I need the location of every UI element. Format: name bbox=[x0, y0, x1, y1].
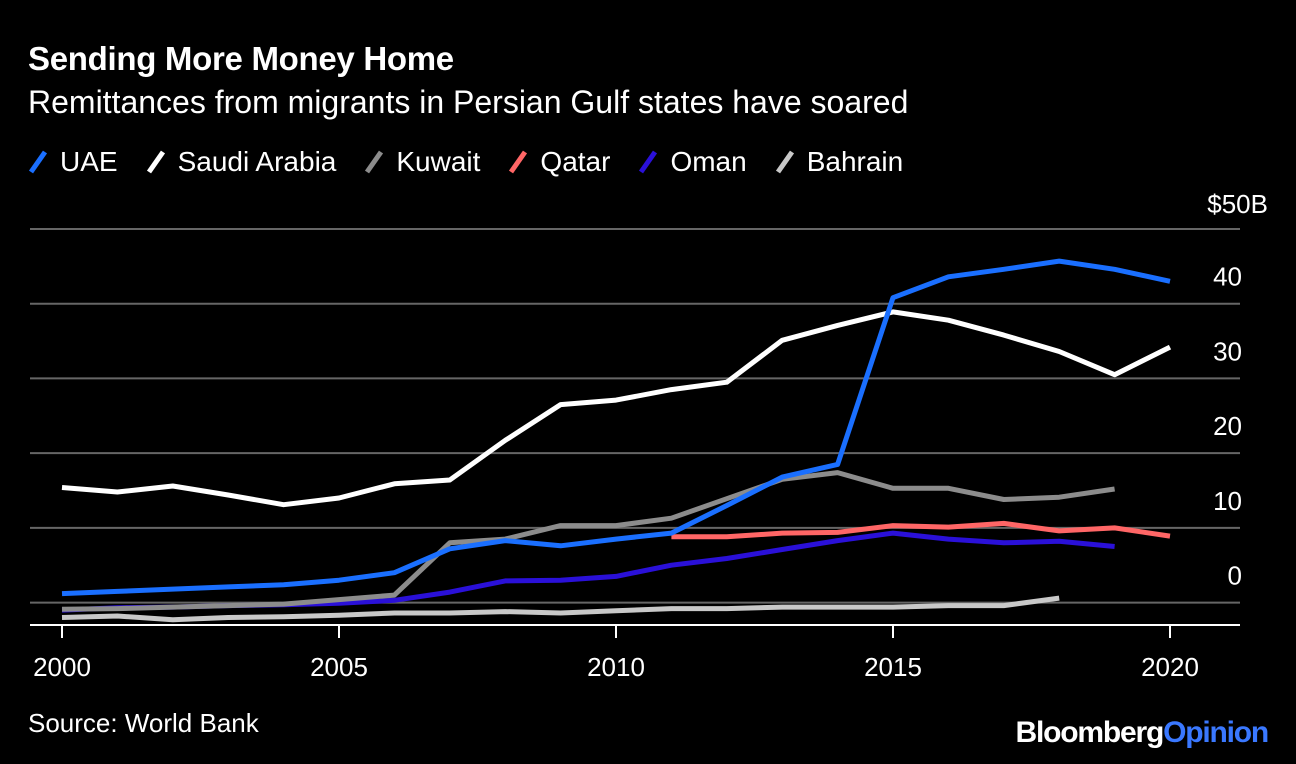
series-line-bahrain bbox=[61, 595, 1060, 623]
y-tick-label: $50B bbox=[1207, 189, 1268, 219]
x-tick-label: 2005 bbox=[310, 652, 368, 682]
y-tick-label: 0 bbox=[1228, 561, 1242, 591]
source-note: Source: World Bank bbox=[28, 708, 259, 738]
y-tick-label: 10 bbox=[1213, 486, 1242, 516]
legend-label: Bahrain bbox=[806, 146, 904, 177]
series-line-kuwait bbox=[61, 470, 1115, 612]
legend-item-oman: Oman bbox=[638, 146, 747, 178]
legend-item-bahrain: Bahrain bbox=[775, 146, 904, 178]
x-tick-label: 2000 bbox=[33, 652, 91, 682]
legend-label: Saudi Arabia bbox=[177, 146, 337, 177]
legend-swatch-icon bbox=[146, 149, 166, 175]
legend-item-uae: UAE bbox=[28, 146, 118, 178]
legend-swatch-icon bbox=[28, 149, 48, 175]
legend-label: UAE bbox=[60, 146, 118, 177]
legend-label: Oman bbox=[670, 146, 747, 177]
y-tick-label: 30 bbox=[1213, 336, 1242, 366]
legend-item-saudi-arabia: Saudi Arabia bbox=[146, 146, 337, 178]
legend-label: Qatar bbox=[540, 146, 611, 177]
legend-swatch-icon bbox=[508, 149, 528, 175]
y-tick-label: 20 bbox=[1213, 411, 1242, 441]
legend-swatch-icon bbox=[364, 149, 384, 175]
x-tick-label: 2020 bbox=[1141, 652, 1199, 682]
y-tick-label: 40 bbox=[1213, 262, 1242, 292]
series-line-saudi-arabia bbox=[61, 309, 1172, 508]
x-tick-label: 2010 bbox=[587, 652, 645, 682]
legend-swatch-icon bbox=[638, 149, 658, 175]
legend: UAE Saudi Arabia Kuwait Qatar Oman Bahra… bbox=[28, 146, 931, 178]
x-tick-label: 2015 bbox=[864, 652, 922, 682]
series-line-uae bbox=[61, 258, 1171, 597]
chart-title: Sending More Money Home bbox=[28, 40, 454, 77]
legend-label: Kuwait bbox=[396, 146, 481, 177]
legend-swatch-icon bbox=[775, 149, 795, 175]
chart-subtitle: Remittances from migrants in Persian Gul… bbox=[28, 84, 909, 120]
legend-item-qatar: Qatar bbox=[508, 146, 610, 178]
legend-item-kuwait: Kuwait bbox=[364, 146, 480, 178]
series-line-qatar bbox=[671, 520, 1171, 540]
bloomberg-opinion-logo: BloombergOpinion bbox=[1015, 716, 1270, 749]
